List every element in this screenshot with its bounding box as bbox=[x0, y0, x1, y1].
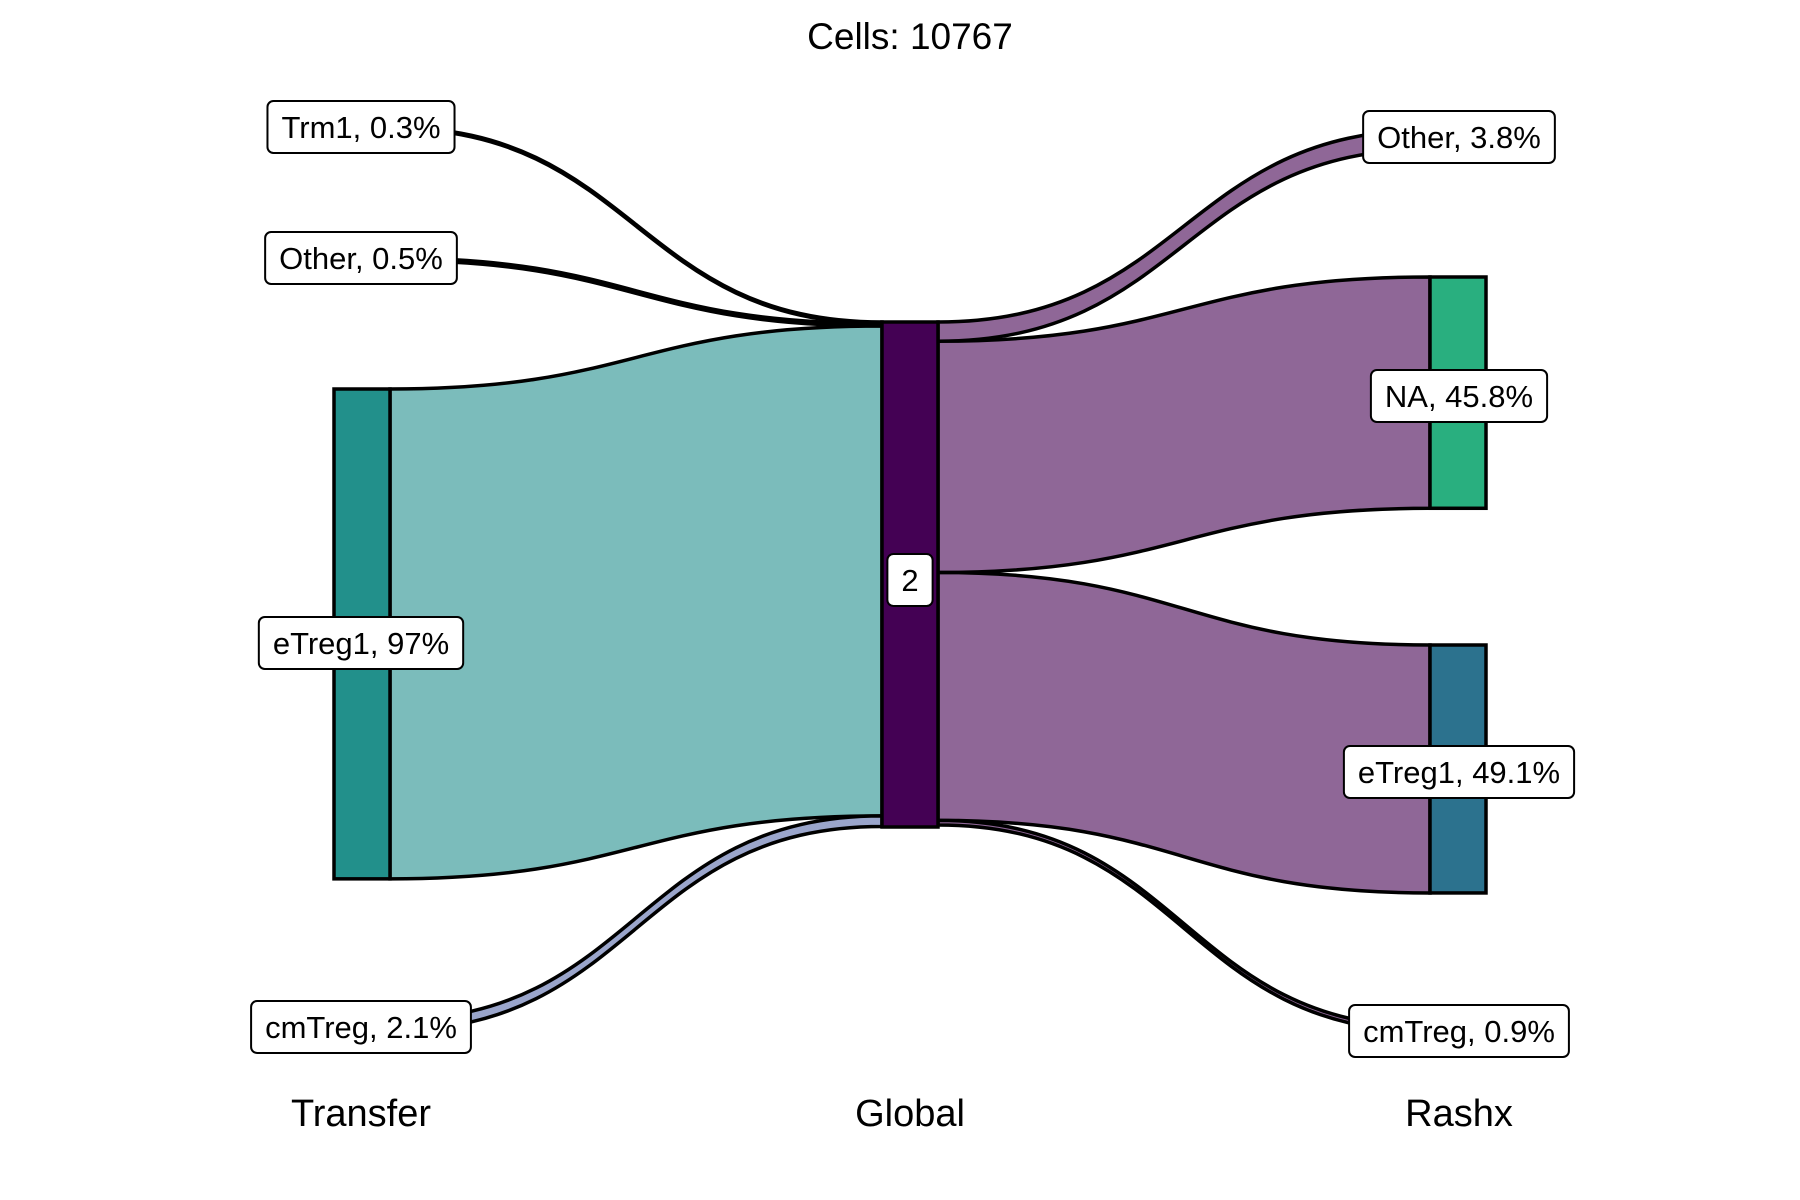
node-labels: Trm1, 0.3% Other, 0.5% eTreg1, 97% cmTreg, … bbox=[250, 100, 1576, 1058]
label-transfer-trm1-box bbox=[266, 100, 456, 154]
label-rashx-other-text: Other, 3.8% bbox=[1377, 120, 1541, 155]
label-rashx-na-box bbox=[1369, 369, 1549, 423]
axis-label-global: Global bbox=[855, 1093, 965, 1135]
label-rashx-etreg1-box bbox=[1342, 745, 1576, 799]
label-transfer-other: Other, 0.5% bbox=[264, 231, 458, 285]
label-transfer-trm1-text: Trm1, 0.3% bbox=[281, 110, 440, 145]
label-transfer-cmtreg: cmTreg, 2.1% bbox=[250, 1000, 472, 1054]
label-rashx-other: Other, 3.8% bbox=[1362, 110, 1556, 164]
axis-label-rashx: Rashx bbox=[1405, 1093, 1513, 1135]
label-rashx-na-text: NA, 45.8% bbox=[1385, 379, 1533, 414]
label-transfer-cmtreg-text: cmTreg, 2.1% bbox=[265, 1010, 457, 1045]
chart-title: Cells: 10767 bbox=[807, 16, 1013, 57]
flows bbox=[388, 125, 1432, 1034]
label-rashx-etreg1-text: eTreg1, 49.1% bbox=[1358, 755, 1560, 790]
label-rashx-cmtreg-text: cmTreg, 0.9% bbox=[1363, 1014, 1555, 1049]
flow-transfer-etreg1 bbox=[388, 324, 884, 881]
label-transfer-etreg1: eTreg1, 97% bbox=[257, 616, 465, 670]
label-transfer-other-text: Other, 0.5% bbox=[279, 241, 443, 276]
label-transfer-etreg1-box bbox=[257, 616, 465, 670]
label-transfer-etreg1-text: eTreg1, 97% bbox=[273, 626, 449, 661]
label-global-2-box bbox=[886, 553, 934, 607]
label-global-2: 2 bbox=[886, 553, 934, 607]
axis-label-transfer: Transfer bbox=[291, 1093, 431, 1135]
label-rashx-na: NA, 45.8% bbox=[1369, 369, 1549, 423]
label-global-2-text: 2 bbox=[901, 563, 918, 598]
label-transfer-trm1: Trm1, 0.3% bbox=[266, 100, 456, 154]
label-rashx-cmtreg-box bbox=[1348, 1004, 1570, 1058]
flow-rashx-etreg1 bbox=[936, 570, 1432, 895]
label-rashx-etreg1: eTreg1, 49.1% bbox=[1342, 745, 1576, 799]
label-transfer-other-box bbox=[264, 231, 458, 285]
label-rashx-other-box bbox=[1362, 110, 1556, 164]
label-rashx-cmtreg: cmTreg, 0.9% bbox=[1348, 1004, 1570, 1058]
label-transfer-cmtreg-box bbox=[250, 1000, 472, 1054]
